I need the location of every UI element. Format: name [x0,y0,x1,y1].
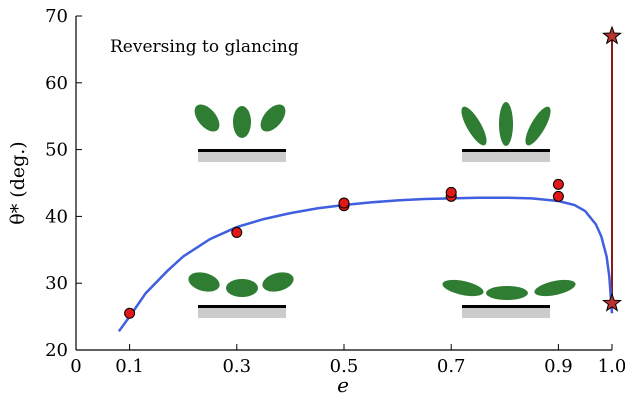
x-axis-label: e [337,373,349,397]
ellipse-icon [442,279,484,297]
data-point [552,190,564,202]
x-tick-label: 0 [70,356,81,377]
y-tick-label: 30 [45,273,68,294]
ellipse-icon [188,272,220,292]
star-marker [602,25,622,45]
ellipse-icon [461,106,487,146]
ellipse-icon [534,279,576,297]
ellipse-icon [499,102,513,146]
substrate-shadow [198,150,286,162]
substrate-shadow [462,306,550,318]
data-point [552,178,564,190]
inset-bottom-right [442,279,576,318]
y-ticks: 20 30 40 50 60 70 [45,6,82,361]
inset-top-right [461,102,551,162]
data-point [231,226,243,238]
x-tick-label: 0.9 [544,356,573,377]
inset-top-left [194,104,286,162]
ellipse-icon [260,104,286,132]
x-tick-label: 0.7 [437,356,466,377]
substrate [198,149,286,152]
x-tick-label: 1.0 [598,356,625,377]
y-tick-label: 70 [45,6,68,27]
ellipse-icon [233,106,251,138]
ellipse-icon [525,106,551,146]
ellipse-icon [486,286,528,300]
y-axis-label: θ* (deg.) [7,141,29,224]
x-tick-label: 0.1 [115,356,144,377]
ellipse-icon [226,279,258,297]
star-marker [602,292,622,312]
fit-curve [117,196,614,333]
data-point [124,307,136,319]
substrate [462,149,550,152]
y-tick-label: 40 [45,206,68,227]
y-tick-label: 60 [45,73,68,94]
data-point [445,186,457,198]
series-layer [117,25,622,333]
chart-annotation: Reversing to glancing [110,37,299,57]
ellipse-icon [262,272,294,292]
data-point [338,197,350,209]
substrate [462,305,550,308]
y-tick-label: 20 [45,340,68,361]
x-tick-label: 0.5 [330,356,359,377]
substrate-shadow [462,150,550,162]
inset-bottom-left [188,272,294,318]
x-tick-label: 0.3 [222,356,251,377]
x-ticks: 0 0.1 0.3 0.5 0.7 0.9 1.0 [70,344,625,377]
substrate-shadow [198,306,286,318]
substrate [198,305,286,308]
ellipse-icon [194,104,220,132]
y-tick-label: 50 [45,140,68,161]
